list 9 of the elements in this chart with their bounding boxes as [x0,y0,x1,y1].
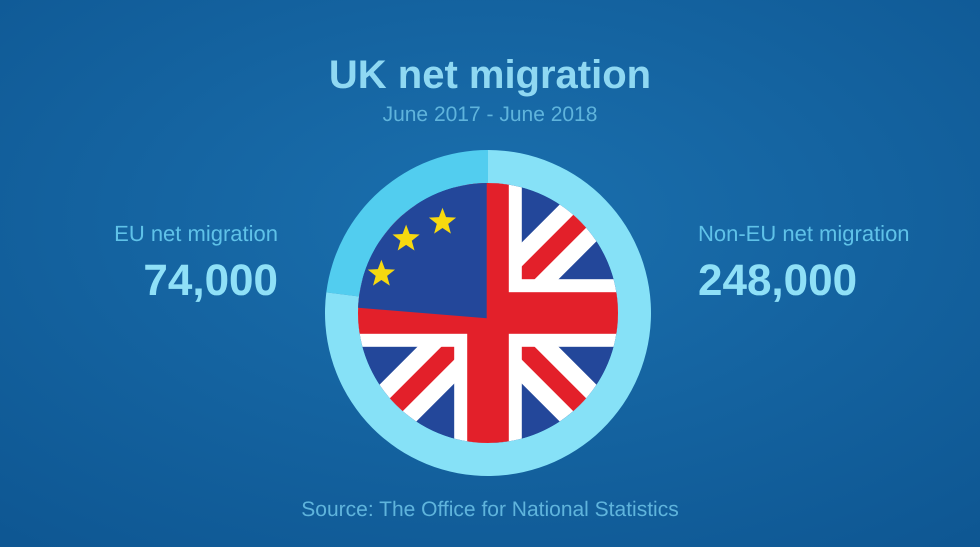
chart-subtitle: June 2017 - June 2018 [382,103,598,126]
donut-slice [326,150,488,297]
slice-label: EU net migration [114,221,278,246]
data-label: 74,000 [143,256,278,305]
slice-label: Non-EU net migration [698,221,910,246]
data-label: 248,000 [698,256,858,305]
chart-title: UK net migration [328,53,652,97]
source-note: Source: The Office for National Statistics [301,498,679,521]
donut-slice [325,150,651,476]
